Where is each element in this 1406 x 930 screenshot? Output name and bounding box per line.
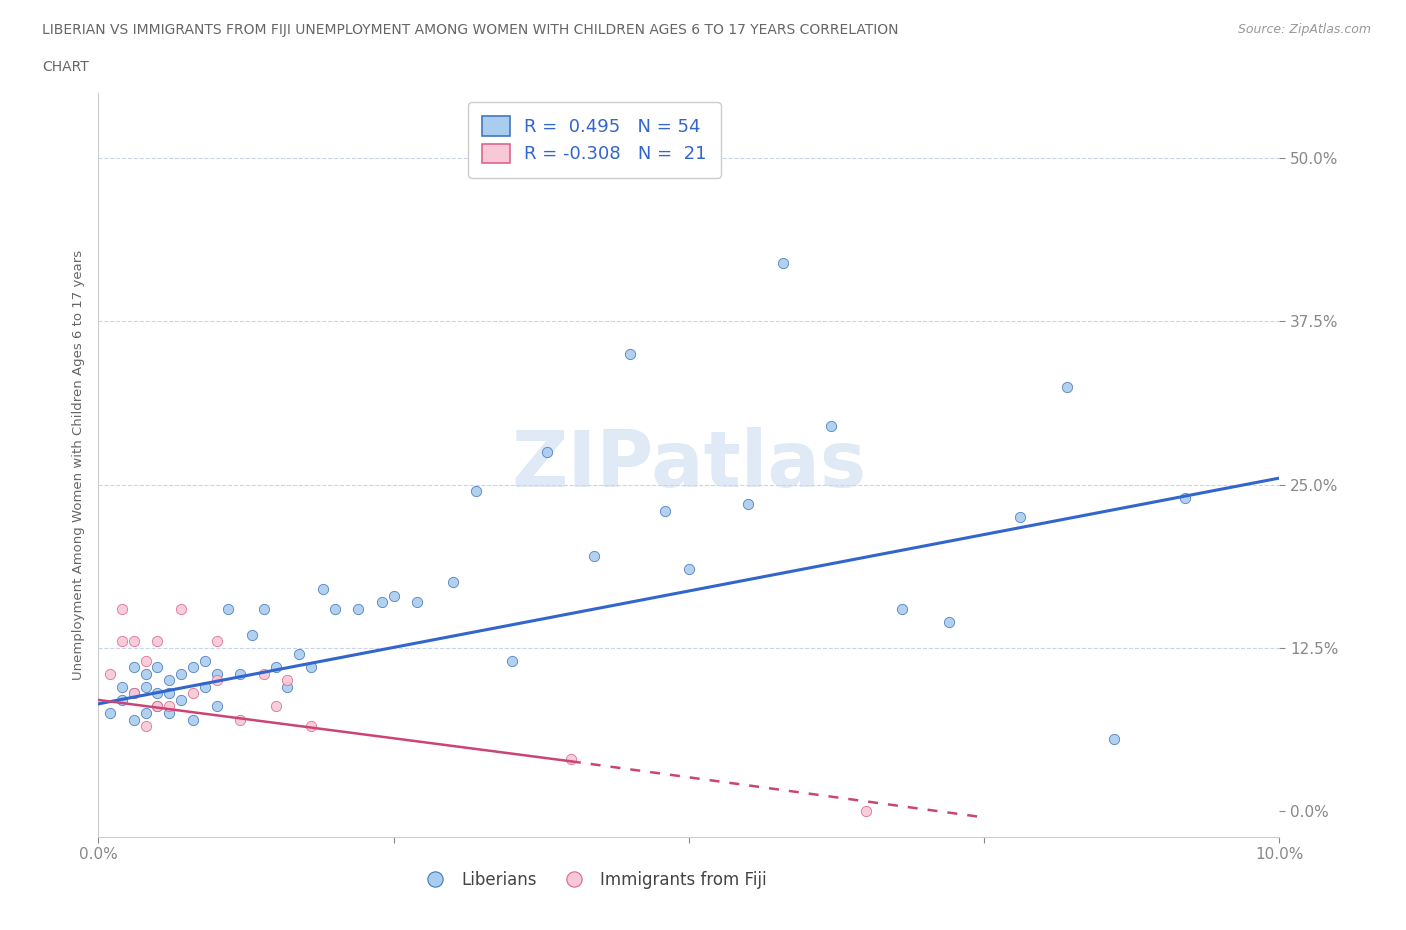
Text: CHART: CHART [42, 60, 89, 74]
Point [890, 601, 912, 616]
Point [312, 581, 335, 596]
Point [371, 594, 394, 609]
Point [264, 660, 287, 675]
Point [205, 633, 228, 648]
Point [205, 673, 228, 688]
Point [157, 699, 180, 714]
Point [122, 686, 145, 701]
Point [146, 699, 169, 714]
Point [135, 719, 157, 734]
Point [135, 654, 157, 669]
Point [217, 601, 239, 616]
Point [654, 503, 676, 518]
Point [253, 667, 276, 682]
Text: ZIPatlas: ZIPatlas [512, 427, 866, 503]
Point [560, 751, 582, 766]
Point [938, 614, 960, 629]
Point [382, 588, 405, 603]
Point [135, 706, 157, 721]
Point [1008, 510, 1031, 525]
Point [205, 667, 228, 682]
Point [98, 667, 121, 682]
Point [441, 575, 464, 590]
Point [583, 549, 606, 564]
Point [323, 601, 346, 616]
Point [170, 693, 193, 708]
Point [98, 706, 121, 721]
Point [536, 445, 558, 459]
Point [146, 686, 169, 701]
Point [1174, 490, 1197, 505]
Point [465, 484, 488, 498]
Point [157, 706, 180, 721]
Point [501, 654, 523, 669]
Point [111, 680, 134, 695]
Point [276, 673, 298, 688]
Point [170, 667, 193, 682]
Legend: Liberians, Immigrants from Fiji: Liberians, Immigrants from Fiji [416, 864, 773, 896]
Point [240, 627, 263, 642]
Point [157, 686, 180, 701]
Point [181, 660, 204, 675]
Point [111, 693, 134, 708]
Point [299, 660, 322, 675]
Point [194, 654, 217, 669]
Text: Source: ZipAtlas.com: Source: ZipAtlas.com [1237, 23, 1371, 36]
Text: LIBERIAN VS IMMIGRANTS FROM FIJI UNEMPLOYMENT AMONG WOMEN WITH CHILDREN AGES 6 T: LIBERIAN VS IMMIGRANTS FROM FIJI UNEMPLO… [42, 23, 898, 37]
Point [181, 712, 204, 727]
Point [146, 699, 169, 714]
Point [122, 686, 145, 701]
Point [146, 660, 169, 675]
Point [229, 712, 252, 727]
Point [157, 673, 180, 688]
Point [619, 347, 641, 362]
Point [678, 562, 700, 577]
Point [170, 601, 193, 616]
Point [772, 255, 794, 270]
Point [135, 667, 157, 682]
Point [347, 601, 370, 616]
Point [737, 497, 759, 512]
Point [820, 418, 842, 433]
Point [111, 633, 134, 648]
Y-axis label: Unemployment Among Women with Children Ages 6 to 17 years: Unemployment Among Women with Children A… [72, 250, 84, 680]
Point [229, 667, 252, 682]
Point [194, 680, 217, 695]
Point [122, 712, 145, 727]
Point [1056, 379, 1078, 394]
Point [146, 633, 169, 648]
Point [406, 594, 429, 609]
Point [299, 719, 322, 734]
Point [122, 633, 145, 648]
Point [111, 601, 134, 616]
Point [205, 699, 228, 714]
Point [264, 699, 287, 714]
Point [181, 686, 204, 701]
Point [253, 601, 276, 616]
Point [276, 680, 298, 695]
Point [135, 680, 157, 695]
Point [122, 660, 145, 675]
Point [288, 647, 311, 662]
Point [855, 804, 877, 818]
Point [1102, 732, 1125, 747]
